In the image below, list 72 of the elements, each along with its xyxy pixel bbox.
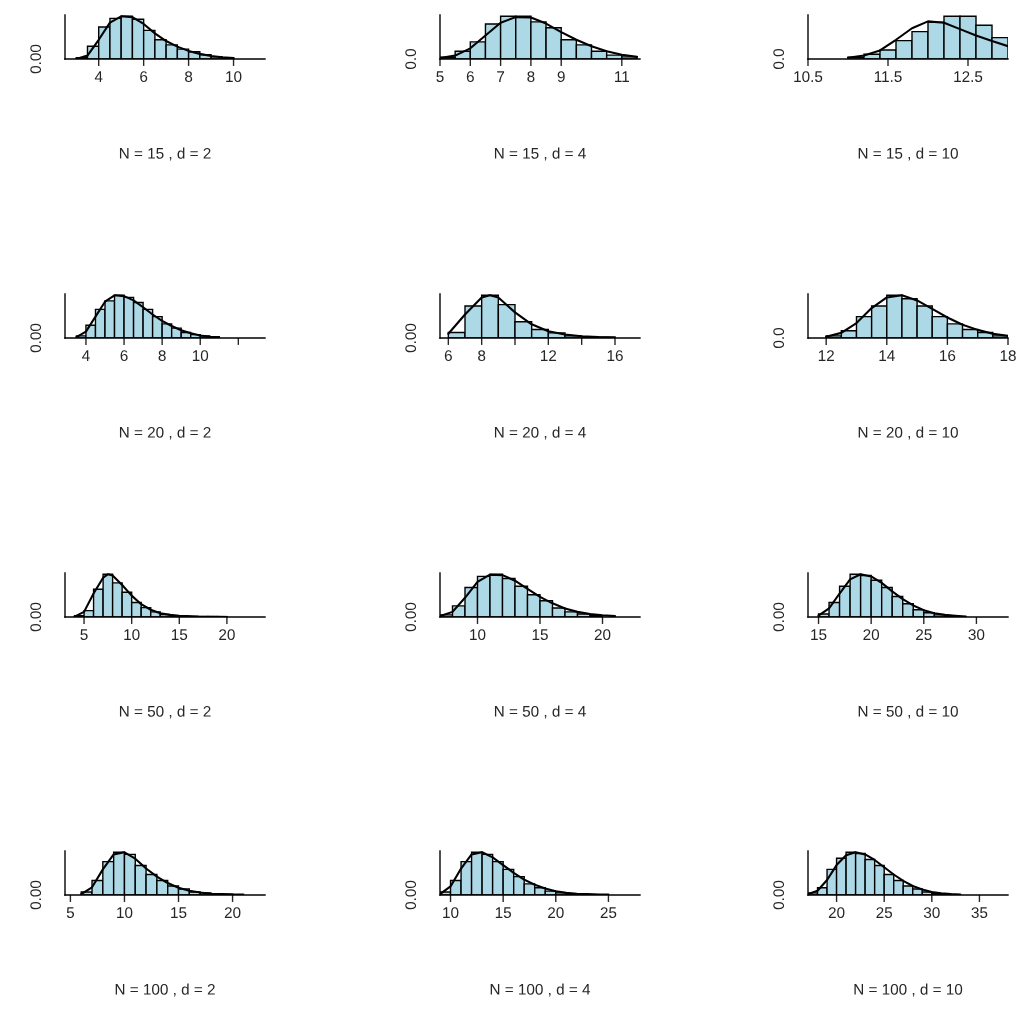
x-tick-label: 5	[436, 71, 444, 83]
x-tick-label: 15	[171, 629, 188, 641]
x-tick-label: 15	[532, 629, 548, 641]
x-tick-label: 25	[916, 629, 932, 641]
x-axis-title: N = 100 , d = 4	[490, 983, 591, 997]
x-axis-title: N = 15 , d = 10	[858, 147, 958, 161]
text: 0.00	[405, 880, 417, 910]
text: 0.0	[405, 48, 417, 70]
x-axis-title: N = 100 , d = 10	[854, 983, 963, 997]
x-tick-label: 35	[971, 907, 988, 919]
x-tick-label: 30	[923, 907, 940, 919]
x-tick-label: 10	[192, 350, 209, 362]
x-tick-label: 20	[863, 629, 880, 641]
x-tick-label: 6	[140, 71, 148, 83]
x-tick-label: 20	[219, 629, 235, 641]
x-tick-label: 11.5	[874, 71, 902, 83]
x-tick-label: 18	[1000, 350, 1016, 362]
x-tick-label: 6	[120, 350, 128, 362]
x-tick-label: 5	[66, 907, 75, 919]
text: 0.00	[30, 44, 42, 74]
x-tick-label: 10	[226, 71, 242, 83]
x-tick-label: 20	[594, 629, 611, 641]
x-tick-label: 20	[224, 907, 241, 919]
x-tick-label: 6	[444, 350, 452, 362]
x-tick-label: 8	[158, 350, 166, 362]
x-tick-label: 10	[443, 907, 459, 919]
x-tick-label: 9	[557, 71, 565, 83]
text: 0.0	[773, 327, 785, 349]
x-tick-label: 15	[811, 629, 827, 641]
x-tick-label: 10	[124, 629, 140, 641]
x-tick-label: 12	[541, 350, 557, 361]
x-tick-label: 5	[80, 629, 88, 641]
x-axis-title: N = 20 , d = 2	[119, 426, 211, 440]
x-axis-title: N = 15 , d = 4	[494, 147, 586, 161]
text: 0.00	[30, 323, 42, 353]
x-axis-title: N = 50 , d = 4	[494, 705, 586, 719]
x-tick-label: 4	[94, 71, 103, 82]
text: 0.00	[773, 602, 785, 632]
x-tick-label: 20	[548, 907, 564, 919]
x-axis-title: N = 20 , d = 4	[494, 426, 586, 440]
x-axis-title: N = 20 , d = 10	[858, 426, 958, 440]
x-tick-label: 16	[607, 350, 623, 362]
x-axis-title: N = 100 , d = 2	[115, 983, 215, 997]
text: 0.00	[30, 880, 42, 910]
text: 0.0	[773, 48, 785, 70]
text: 0.00	[30, 602, 42, 632]
text: 0.00	[773, 880, 785, 910]
x-tick-label: 8	[527, 71, 535, 83]
x-tick-label: 15	[495, 907, 512, 919]
x-tick-label: 15	[171, 907, 187, 919]
x-tick-label: 14	[879, 350, 895, 361]
x-tick-label: 6	[466, 71, 474, 83]
x-tick-label: 10	[117, 907, 133, 919]
x-tick-label: 30	[968, 629, 985, 641]
x-tick-label: 8	[478, 350, 486, 362]
x-tick-label: 4	[82, 350, 90, 361]
x-tick-label: 20	[828, 907, 845, 919]
x-tick-label: 10.5	[794, 71, 823, 83]
x-tick-label: 25	[600, 907, 617, 919]
text: 0.00	[405, 602, 417, 632]
x-tick-label: 16	[940, 350, 956, 362]
x-tick-label: 11	[615, 71, 630, 82]
x-tick-label: 7	[497, 71, 505, 82]
x-tick-label: 12.5	[954, 71, 983, 83]
x-tick-label: 25	[876, 907, 893, 919]
x-axis-title: N = 15 , d = 2	[119, 147, 211, 161]
x-tick-label: 12	[818, 350, 834, 361]
text: 0.00	[405, 323, 417, 353]
x-tick-label: 8	[185, 71, 193, 83]
x-axis-title: N = 50 , d = 10	[858, 705, 958, 719]
x-tick-label: 10	[470, 629, 486, 641]
x-axis-title: N = 50 , d = 2	[119, 705, 211, 719]
